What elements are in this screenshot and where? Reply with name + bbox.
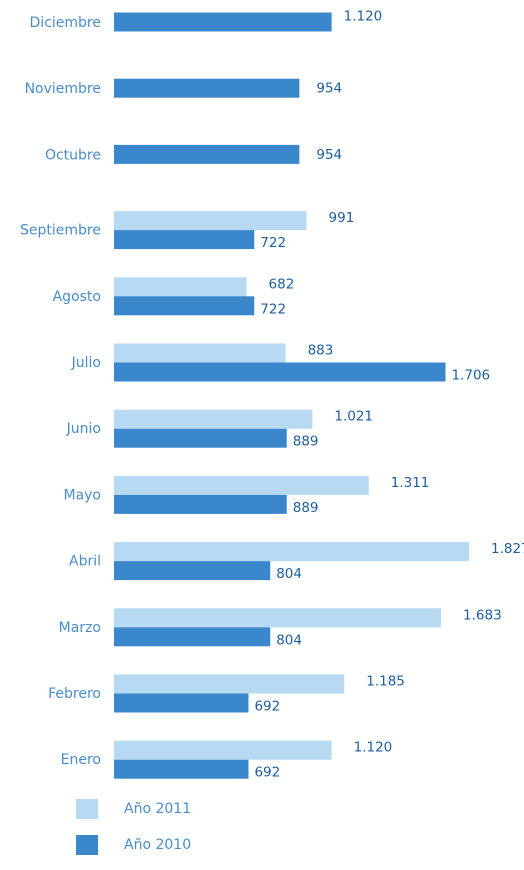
legend: Año 2011 Año 2010: [76, 798, 191, 870]
bar-2011: [114, 277, 247, 296]
value-label-2010: 1.120: [344, 9, 383, 25]
value-label-2010: 692: [254, 699, 280, 715]
value-label-2010: 1.706: [451, 368, 490, 384]
value-label-2010: 954: [316, 81, 342, 97]
category-label: Junio: [66, 421, 101, 437]
bar-2010: [114, 13, 332, 32]
bar-2010: [114, 230, 254, 249]
bar-2011: [114, 410, 312, 429]
bar-2010: [114, 363, 445, 382]
bar-2010: [114, 694, 248, 713]
bar-2011: [114, 344, 286, 363]
bar-2011: [114, 741, 332, 760]
bar-2010: [114, 627, 270, 646]
value-label-2010: 722: [260, 301, 286, 317]
category-label: Febrero: [48, 686, 101, 702]
value-label-2010: 889: [293, 500, 319, 516]
legend-item-2010: Año 2010: [76, 834, 191, 856]
value-label-2010: 804: [276, 566, 302, 582]
value-label-2011: 1.185: [366, 674, 405, 690]
bar-2010: [114, 145, 299, 164]
value-label-2010: 692: [254, 765, 280, 781]
legend-label-2010: Año 2010: [124, 837, 191, 853]
category-label: Enero: [61, 752, 101, 768]
value-label-2010: 889: [293, 434, 319, 450]
category-label: Mayo: [63, 487, 101, 503]
bar-2010: [114, 79, 299, 98]
value-label-2010: 722: [260, 235, 286, 251]
bar-2011: [114, 542, 469, 561]
category-label: Octubre: [45, 147, 101, 163]
legend-item-2011: Año 2011: [76, 798, 191, 820]
legend-swatch-2010: [76, 835, 98, 855]
bar-chart: Diciembre 1.120 Noviembre 954 Octubre 954 Sept…: [0, 0, 524, 790]
value-label-2010: 954: [316, 147, 342, 163]
bar-2010: [114, 760, 248, 779]
value-label-2010: 804: [276, 632, 302, 648]
bar-2010: [114, 561, 270, 580]
bar-2010: [114, 296, 254, 315]
bar-2011: [114, 608, 441, 627]
value-label-2011: 1.827: [491, 541, 524, 557]
category-label: Septiembre: [20, 223, 101, 239]
value-label-2011: 991: [329, 210, 355, 226]
bar-2010: [114, 495, 287, 514]
category-label: Noviembre: [25, 81, 101, 97]
legend-label-2011: Año 2011: [124, 801, 191, 817]
category-label: Julio: [71, 355, 101, 371]
value-label-2011: 682: [269, 276, 295, 292]
value-label-2011: 883: [308, 343, 334, 359]
bar-2011: [114, 675, 344, 694]
legend-swatch-2011: [76, 799, 98, 819]
value-label-2011: 1.311: [391, 475, 430, 491]
value-label-2011: 1.683: [463, 607, 502, 623]
category-label: Diciembre: [30, 15, 101, 31]
bar-2010: [114, 429, 287, 448]
category-label: Marzo: [59, 620, 101, 636]
category-label: Agosto: [53, 289, 101, 305]
bar-2011: [114, 476, 369, 495]
value-label-2011: 1.120: [354, 740, 393, 756]
bar-2011: [114, 211, 307, 230]
value-label-2011: 1.021: [334, 409, 373, 425]
category-label: Abril: [69, 554, 101, 570]
